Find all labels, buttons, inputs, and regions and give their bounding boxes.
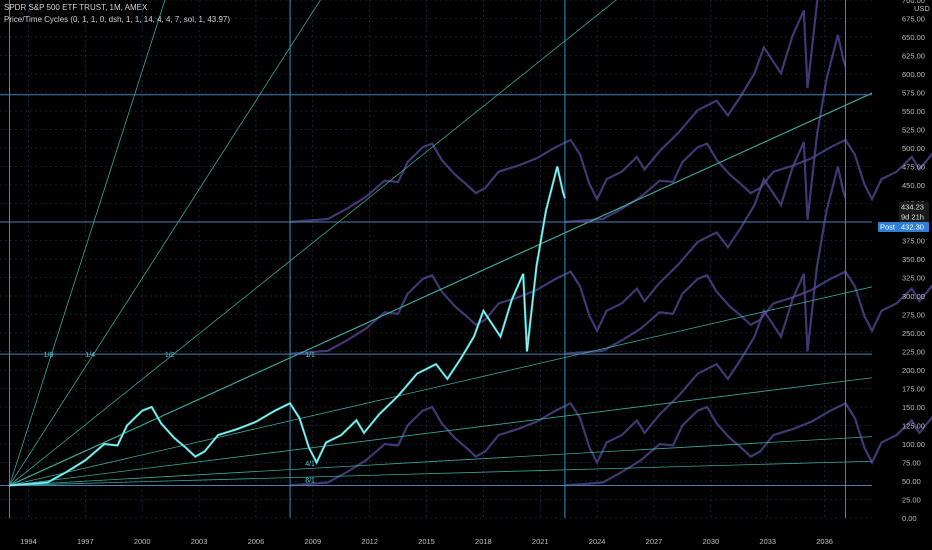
fan-line bbox=[9, 0, 617, 486]
post-label-text: Post bbox=[880, 223, 896, 232]
y-tick-label: 600.00 bbox=[902, 70, 925, 79]
x-tick-label: 2021 bbox=[532, 537, 549, 546]
x-tick-label: 2003 bbox=[191, 537, 208, 546]
y-tick-label: 225.00 bbox=[902, 348, 925, 357]
y-tick-label: 75.00 bbox=[902, 459, 921, 468]
y-tick-label: 525.00 bbox=[902, 126, 925, 135]
fan-ratio-labels: 1/8 1/4 1/2 1/1 4/1 8/1 bbox=[44, 352, 315, 484]
y-tick-label: 675.00 bbox=[902, 15, 925, 24]
gann-fan bbox=[9, 0, 873, 487]
y-tick-label: 50.00 bbox=[902, 477, 921, 486]
y-tick-label: 325.00 bbox=[902, 274, 925, 283]
x-tick-label: 1994 bbox=[20, 537, 37, 546]
fan-ratio-label: 4/1 bbox=[305, 461, 315, 468]
x-tick-label: 2009 bbox=[304, 537, 321, 546]
fan-ratio-label: 1/4 bbox=[85, 352, 95, 359]
projected-cycle bbox=[564, 138, 932, 224]
post-price-text: 432.30 bbox=[901, 223, 924, 232]
fan-line bbox=[9, 286, 873, 486]
fan-line bbox=[9, 0, 321, 486]
x-tick-label: 2018 bbox=[475, 537, 492, 546]
fan-ratio-label: 1/2 bbox=[165, 352, 175, 359]
x-tick-label: 2015 bbox=[418, 537, 435, 546]
y-tick-label: 500.00 bbox=[902, 144, 925, 153]
fan-ratio-label: 8/1 bbox=[305, 478, 315, 485]
x-tick-label: 2000 bbox=[134, 537, 151, 546]
y-tick-label: 700.00 bbox=[902, 0, 925, 5]
projected-cycle bbox=[289, 34, 847, 355]
y-tick-label: 375.00 bbox=[902, 237, 925, 246]
fan-ratio-label: 1/1 bbox=[305, 352, 315, 359]
x-tick-label: 2030 bbox=[703, 537, 720, 546]
countdown-bg bbox=[899, 212, 929, 222]
y-tick-label: 650.00 bbox=[902, 33, 925, 42]
countdown-tag: 9d 21h bbox=[899, 212, 929, 222]
x-tick-label: 1997 bbox=[77, 537, 94, 546]
y-tick-label: 250.00 bbox=[902, 329, 925, 338]
projected-cycle bbox=[564, 270, 932, 355]
x-tick-label: 2036 bbox=[816, 537, 833, 546]
last-price-tag: 434.23 bbox=[899, 202, 929, 212]
price-line-highlight bbox=[9, 166, 566, 486]
y-tick-label: 125.00 bbox=[902, 422, 925, 431]
price-axis[interactable]: 0.00 25.00 50.00 75.00 100.00 125.00 150.00 175… bbox=[902, 0, 930, 523]
y-tick-label: 450.00 bbox=[902, 181, 925, 190]
x-tick-label: 2006 bbox=[248, 537, 265, 546]
post-price-bg bbox=[899, 222, 929, 232]
projected-cycle bbox=[564, 401, 932, 487]
y-tick-label: 200.00 bbox=[902, 366, 925, 375]
x-tick-label: 2033 bbox=[759, 537, 776, 546]
y-tick-label: 550.00 bbox=[902, 107, 925, 116]
last-price-text: 434.23 bbox=[901, 203, 924, 212]
y-tick-label: 275.00 bbox=[902, 311, 925, 320]
indicator-legend[interactable]: Price/Time Cycles (0, 1, 1, 0, dsh, 1, 1… bbox=[4, 15, 231, 24]
y-tick-label: 150.00 bbox=[902, 403, 925, 412]
y-tick-label: 475.00 bbox=[902, 163, 925, 172]
currency-label: USD bbox=[914, 4, 930, 13]
fan-line bbox=[9, 436, 873, 486]
projected-cycle bbox=[289, 0, 819, 224]
x-tick-label: 2024 bbox=[589, 537, 606, 546]
fan-line bbox=[9, 92, 873, 487]
y-tick-label: 575.00 bbox=[902, 89, 925, 98]
post-label-bg bbox=[878, 222, 900, 232]
fan-line bbox=[9, 377, 873, 486]
price-series bbox=[9, 166, 566, 487]
y-tick-label: 25.00 bbox=[902, 496, 921, 505]
time-axis[interactable]: 1994 1997 2000 2003 2006 2009 2012 2015 2018 2021… bbox=[20, 537, 833, 546]
grid bbox=[0, 0, 872, 519]
last-price-bg bbox=[899, 202, 929, 212]
y-tick-label: 175.00 bbox=[902, 385, 925, 394]
price-time-levels bbox=[0, 0, 872, 518]
y-tick-label: 625.00 bbox=[902, 52, 925, 61]
fan-line bbox=[9, 0, 166, 486]
post-price-tag: 432.30 bbox=[899, 222, 929, 232]
y-tick-label: 0.00 bbox=[902, 514, 917, 523]
fan-ratio-label: 1/8 bbox=[44, 352, 54, 359]
chart-title: SPDR S&P 500 ETF TRUST, 1M, AMEX bbox=[4, 3, 148, 12]
x-tick-label: 2012 bbox=[361, 537, 378, 546]
y-tick-label: 100.00 bbox=[902, 440, 925, 449]
y-tick-label: 350.00 bbox=[902, 255, 925, 264]
x-tick-label: 2027 bbox=[646, 537, 663, 546]
countdown-text: 9d 21h bbox=[901, 213, 924, 222]
y-tick-label: 300.00 bbox=[902, 292, 925, 301]
fan-line bbox=[9, 460, 873, 486]
post-label-tag: Post bbox=[878, 222, 900, 232]
